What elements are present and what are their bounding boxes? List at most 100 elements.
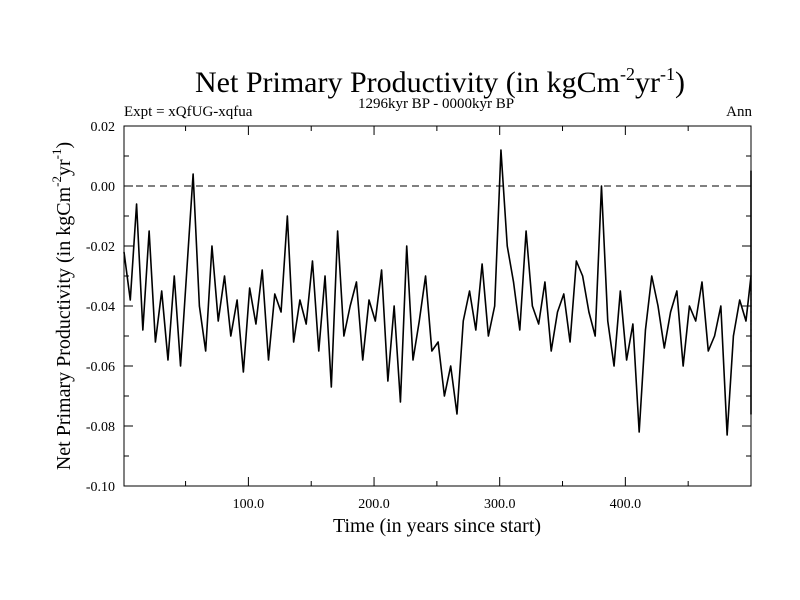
x-axis-ticks: 100.0 200.0 300.0 400.0 [185, 126, 689, 512]
data-point [707, 350, 709, 352]
data-point [575, 260, 577, 262]
data-point [525, 230, 527, 232]
data-point [644, 329, 647, 331]
data-point [550, 350, 552, 352]
data-point [355, 281, 358, 283]
chart-title-sup2: -1 [660, 64, 675, 84]
npp-series-line [123, 149, 752, 436]
data-point [387, 380, 389, 382]
data-point [739, 299, 741, 301]
data-point [198, 305, 200, 307]
data-point [594, 335, 596, 337]
data-point [676, 290, 678, 292]
data-point [406, 245, 408, 247]
data-point [750, 269, 752, 271]
plot-frame [123, 125, 752, 487]
data-point [750, 365, 752, 367]
data-point [563, 293, 565, 295]
y-tick-label: -0.02 [86, 240, 115, 255]
data-point [154, 341, 157, 343]
data-point [695, 320, 697, 322]
data-point [745, 320, 747, 322]
data-point [494, 305, 496, 307]
data-point [607, 320, 609, 322]
data-point [657, 305, 659, 307]
data-point [286, 215, 288, 217]
data-point [632, 323, 634, 325]
data-point [750, 239, 752, 241]
data-point [506, 245, 508, 247]
data-point [750, 290, 752, 292]
data-point [179, 365, 182, 367]
x-tick-label: 300.0 [484, 497, 516, 512]
data-point [393, 305, 395, 307]
data-point [450, 365, 452, 367]
data-point [750, 335, 752, 337]
data-point [368, 299, 370, 301]
data-point [750, 281, 752, 283]
data-point [531, 305, 533, 307]
y-tick-label: -0.08 [86, 420, 115, 435]
data-point [750, 263, 752, 265]
data-point [701, 281, 703, 283]
data-point [500, 149, 502, 151]
data-point [720, 305, 722, 307]
data-point [475, 329, 477, 331]
data-point [167, 359, 169, 361]
data-point [750, 293, 752, 295]
data-point [186, 269, 188, 271]
data-point [638, 431, 640, 433]
data-point [713, 335, 716, 337]
data-point [135, 203, 138, 205]
data-point [173, 275, 175, 277]
data-point [142, 329, 144, 331]
y-axis-label-end: ) [53, 142, 75, 149]
data-point [349, 305, 351, 307]
data-point [750, 380, 752, 382]
data-point [161, 290, 163, 292]
data-point [512, 281, 515, 283]
data-point [192, 173, 194, 175]
y-axis-label-main: Net Primary Productivity (in kgCm [53, 186, 75, 470]
data-point [305, 323, 307, 325]
data-point [750, 305, 752, 307]
chart-title-main: Net Primary Productivity (in kgCm [195, 66, 620, 99]
data-point [249, 287, 251, 289]
data-point [217, 320, 219, 322]
data-point [468, 290, 471, 292]
chart-title-sup1: -2 [620, 64, 635, 84]
experiment-label: Expt = xQfUG-xqfua [124, 104, 253, 120]
data-point [299, 299, 301, 301]
y-axis-label-sup1: -2 [49, 176, 64, 187]
data-point [267, 359, 270, 361]
data-point [412, 359, 414, 361]
data-point [544, 281, 546, 283]
data-point [362, 359, 364, 361]
data-point [750, 341, 752, 343]
data-point [481, 263, 483, 265]
data-point [750, 251, 752, 253]
data-point [223, 275, 226, 277]
chart-title-mid: yr [635, 66, 660, 99]
data-point [123, 251, 125, 253]
npp-series-points [123, 149, 752, 436]
data-point [255, 323, 257, 325]
data-point [343, 335, 345, 337]
data-point [726, 434, 728, 436]
data-point [236, 299, 238, 301]
data-point [750, 329, 752, 331]
data-point [619, 290, 621, 292]
data-point [688, 305, 691, 307]
data-point [230, 335, 232, 337]
data-point [750, 350, 752, 352]
data-point [732, 335, 735, 337]
data-point [750, 386, 752, 388]
y-axis-label: Net Primary Productivity (in kgCm-2yr-1) [49, 142, 75, 470]
data-point [261, 269, 263, 271]
data-point [538, 323, 540, 325]
data-point [669, 311, 672, 313]
data-point [651, 275, 653, 277]
y-axis-ticks: 0.02 0.00 -0.02 -0.04 -0.06 -0.08 -0.10 [86, 120, 751, 495]
data-point [519, 329, 521, 331]
